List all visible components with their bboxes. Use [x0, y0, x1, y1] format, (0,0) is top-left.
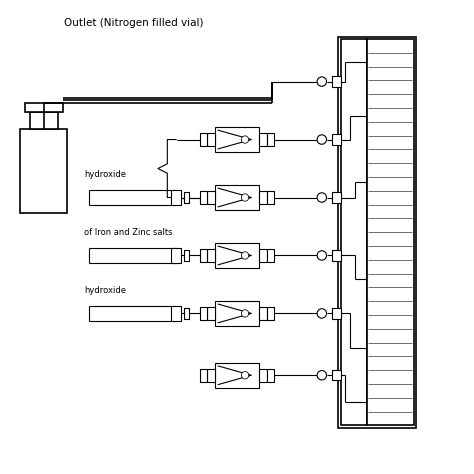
Bar	[20, 128, 67, 213]
Bar	[259, 133, 267, 146]
Circle shape	[241, 252, 249, 259]
Bar	[171, 248, 181, 263]
Bar	[171, 190, 181, 205]
Text: hydroxide: hydroxide	[84, 285, 126, 294]
Bar	[259, 249, 267, 262]
Circle shape	[241, 372, 249, 379]
Bar	[201, 191, 207, 204]
Text: hydroxide: hydroxide	[84, 170, 126, 179]
Circle shape	[317, 193, 327, 202]
Bar	[171, 306, 181, 321]
Bar	[267, 133, 273, 146]
Bar	[341, 39, 366, 426]
Circle shape	[317, 371, 327, 380]
Bar	[259, 307, 267, 320]
Circle shape	[317, 309, 327, 318]
Bar	[332, 250, 341, 261]
Bar	[201, 133, 207, 146]
Bar	[267, 368, 273, 382]
Text: Outlet (Nitrogen filled vial): Outlet (Nitrogen filled vial)	[64, 18, 203, 28]
Bar	[215, 185, 259, 210]
Bar	[215, 243, 259, 268]
Bar	[332, 134, 341, 145]
Bar	[259, 368, 267, 382]
Bar	[267, 249, 273, 262]
Bar	[332, 76, 341, 87]
Bar	[267, 191, 273, 204]
Bar	[184, 308, 190, 319]
Circle shape	[317, 77, 327, 86]
Bar	[332, 308, 341, 319]
Bar	[25, 103, 63, 112]
Bar	[207, 249, 215, 262]
Bar	[184, 192, 190, 203]
Circle shape	[241, 136, 249, 143]
Bar	[259, 191, 267, 204]
Bar	[207, 307, 215, 320]
Bar	[207, 368, 215, 382]
Bar	[201, 307, 207, 320]
Bar	[30, 112, 58, 128]
Bar	[207, 133, 215, 146]
Text: of Iron and Zinc salts: of Iron and Zinc salts	[84, 228, 173, 237]
Bar	[201, 368, 207, 382]
Circle shape	[241, 310, 249, 317]
Bar	[366, 39, 414, 426]
Bar	[184, 250, 190, 261]
Bar	[332, 192, 341, 203]
Bar	[201, 249, 207, 262]
Bar	[332, 370, 341, 381]
Circle shape	[241, 194, 249, 201]
Bar	[215, 128, 259, 152]
Bar	[207, 191, 215, 204]
Circle shape	[317, 251, 327, 260]
Bar	[215, 301, 259, 326]
Circle shape	[317, 135, 327, 144]
Bar	[215, 363, 259, 388]
Bar	[267, 307, 273, 320]
Bar	[338, 36, 416, 428]
